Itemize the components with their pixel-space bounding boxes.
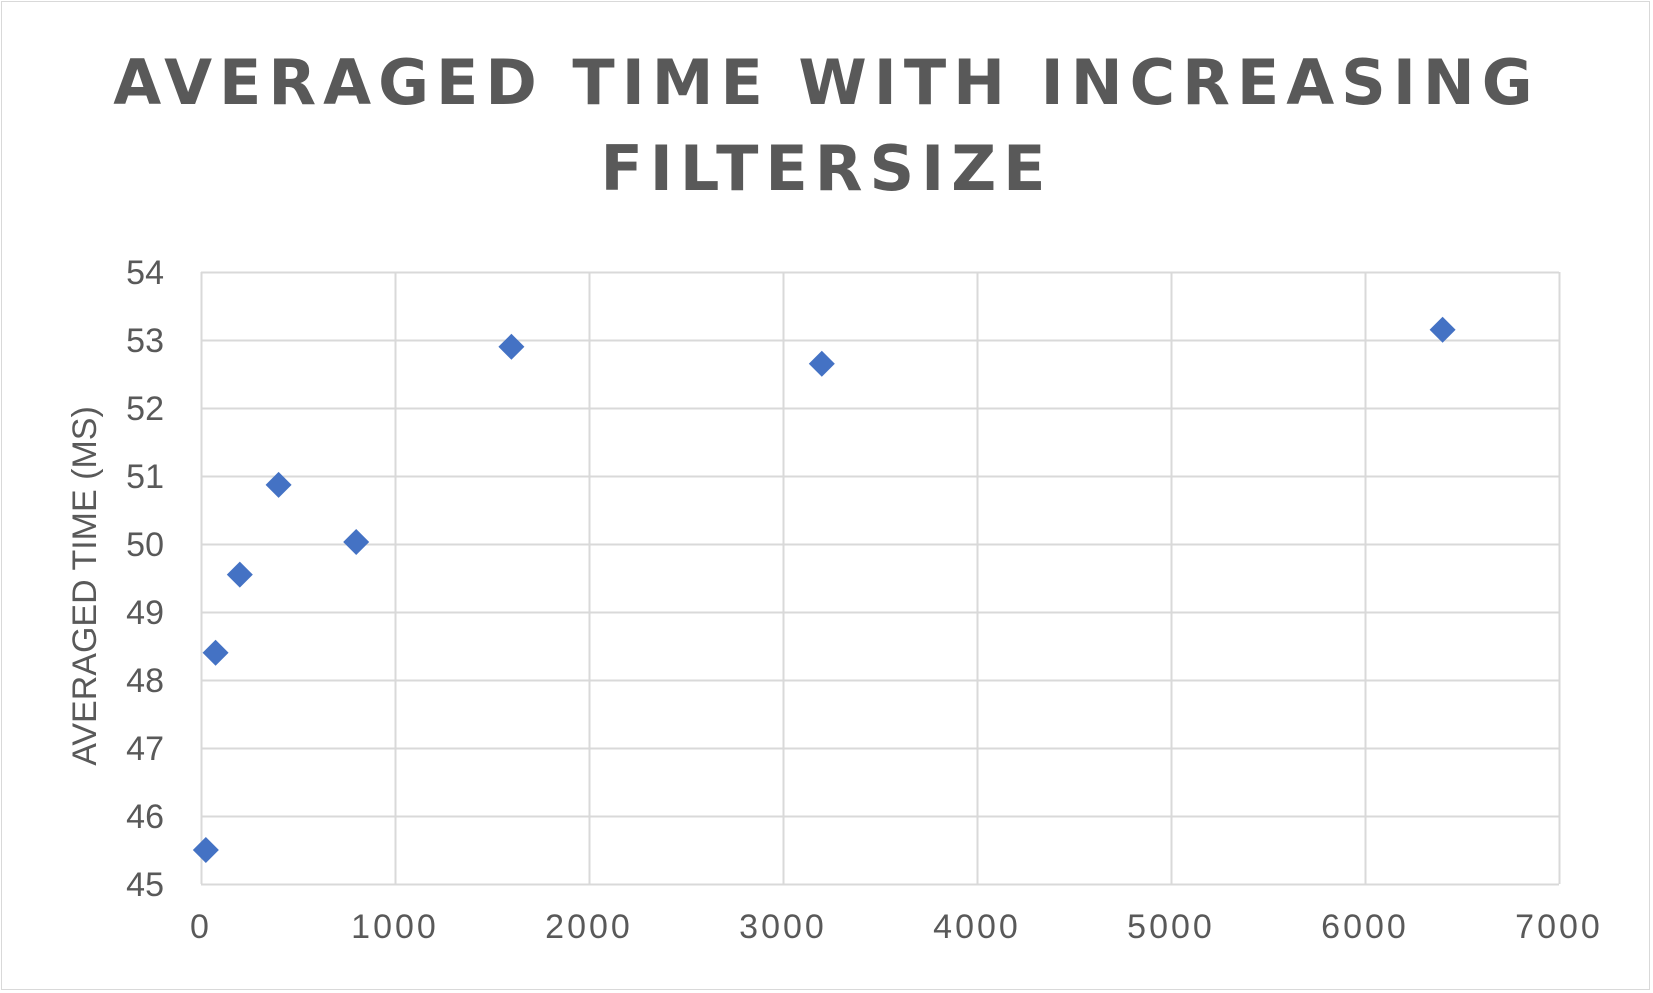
y-axis-ticks: 45 46 47 48 49 50 51 52 53 54 xyxy=(126,254,164,904)
chart-title-line-2: FILTERSIZE xyxy=(600,132,1053,205)
y-tick-label: 52 xyxy=(126,390,164,428)
x-tick-label: 7000 xyxy=(1515,908,1603,946)
x-tick-label: 3000 xyxy=(739,908,827,946)
x-tick-label: 6000 xyxy=(1321,908,1409,946)
y-tick-label: 51 xyxy=(126,458,164,496)
gridlines xyxy=(200,271,1561,886)
x-tick-label: 2000 xyxy=(545,908,633,946)
y-tick-label: 53 xyxy=(126,322,164,360)
data-point xyxy=(808,350,835,377)
data-point xyxy=(498,333,525,360)
data-point xyxy=(265,471,292,498)
chart-title-line-1: AVERAGED TIME WITH INCREASING xyxy=(113,46,1540,119)
data-point xyxy=(192,837,219,863)
y-tick-label: 50 xyxy=(126,526,164,564)
data-point xyxy=(343,528,370,555)
y-tick-label: 47 xyxy=(126,730,164,768)
data-point xyxy=(226,561,253,588)
y-tick-label: 45 xyxy=(126,866,164,904)
y-tick-label: 48 xyxy=(126,662,164,700)
y-tick-label: 54 xyxy=(126,254,164,292)
y-tick-label: 49 xyxy=(126,594,164,632)
x-axis-ticks: 0 1000 2000 3000 4000 5000 6000 7000 xyxy=(190,908,1603,946)
data-point xyxy=(1429,316,1456,343)
x-tick-label: 5000 xyxy=(1127,908,1215,946)
chart-title: AVERAGED TIME WITH INCREASING FILTERSIZE xyxy=(0,40,1653,212)
data-point xyxy=(202,639,229,666)
y-tick-label: 46 xyxy=(126,798,164,836)
y-axis-title: AVERAGED TIME (MS) xyxy=(66,406,104,766)
x-tick-label: 4000 xyxy=(933,908,1021,946)
x-tick-label: 1000 xyxy=(351,908,439,946)
data-points xyxy=(192,316,1456,863)
x-tick-label: 0 xyxy=(190,908,212,946)
